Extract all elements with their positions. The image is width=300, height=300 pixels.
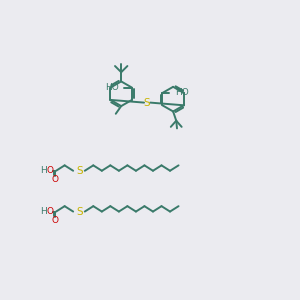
Text: O: O [46, 166, 53, 175]
Text: H: H [40, 166, 47, 175]
Text: S: S [76, 207, 83, 217]
Text: HO: HO [105, 83, 119, 92]
Text: O: O [52, 176, 59, 184]
Text: H: H [40, 207, 47, 216]
Text: S: S [76, 166, 83, 176]
Text: S: S [144, 98, 151, 108]
Text: O: O [52, 216, 59, 225]
Text: HO: HO [175, 88, 188, 98]
Text: O: O [46, 207, 53, 216]
